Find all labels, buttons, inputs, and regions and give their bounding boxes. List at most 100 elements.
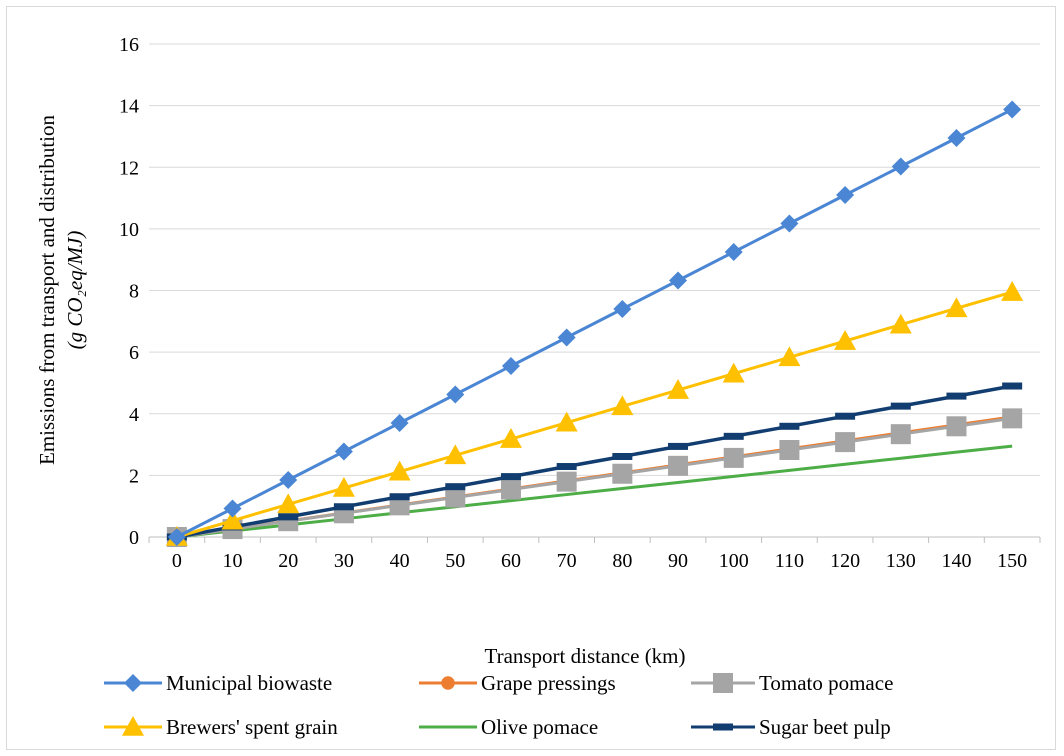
x-tick-labels: 0 10 20 30 40 50 60 70 80 90 100 110 120 130 140 150 [172,550,1027,572]
series-line [176,416,1013,539]
data-point [836,185,855,204]
y-tick-label: 4 [129,404,139,426]
data-point [444,444,467,465]
y-tick-label: 10 [119,219,139,241]
data-point [668,455,689,476]
y-tick-label: 0 [129,527,139,549]
chart-frame [6,6,1056,750]
data-point [1002,408,1023,429]
y-tick-labels: 0 2 4 6 8 10 12 14 16 [119,34,139,549]
x-tick-label: 80 [612,550,632,572]
data-point [445,487,466,508]
data-point [333,503,354,511]
legend: Municipal biowaste Grape pressings Tomato … [104,671,893,739]
data-point [780,214,799,233]
data-point [778,346,801,367]
x-tick-label: 20 [278,550,298,572]
x-tick-label: 150 [997,550,1027,572]
data-point [555,411,578,432]
data-point [446,385,465,404]
data-point [445,483,466,491]
series-line [176,384,1013,539]
data-point [278,513,299,521]
data-point [499,428,522,448]
data-point [667,379,690,399]
data-point [835,432,856,453]
data-point [389,495,410,516]
legend-label: Olive pomace [481,715,598,739]
series-municipal-biowaste [167,100,1022,546]
series-brewers-spent-grain [165,281,1024,546]
data-point [122,716,144,736]
series-olive-pomace [176,444,1013,539]
legend-entry: Sugar beet pulp [691,715,891,739]
data-point [167,528,186,546]
data-point [946,416,967,437]
y-tick-label: 8 [129,281,139,303]
x-tick-label: 100 [719,550,749,572]
data-point [334,442,353,461]
data-point [1002,382,1023,390]
data-point [945,297,968,318]
x-tick-label: 130 [886,550,916,572]
data-point [500,479,521,500]
legend-entry: Olive pomace [419,715,598,739]
y-tick-label: 12 [119,157,139,179]
data-point [612,452,633,460]
x-tick-label: 60 [501,550,521,572]
data-point [890,402,911,410]
data-point [713,723,733,731]
data-point [889,313,912,334]
series-line [176,444,1013,539]
data-point [834,330,857,350]
legend-entry: Tomato pomace [691,671,893,695]
data-point [669,271,688,290]
x-tick-label: 70 [557,550,577,572]
data-point [221,509,244,530]
data-point [723,432,744,440]
legend-entry: Municipal biowaste [104,671,332,695]
data-point [946,392,967,400]
series-line [176,290,1013,539]
legend-entry: Brewers' spent grain [104,715,338,739]
data-point [779,440,800,461]
legend-label: Grape pressings [481,671,616,695]
data-point [779,422,800,430]
data-point [389,493,410,501]
gridlines [149,43,1040,476]
y-tick-label: 6 [129,342,139,364]
data-point [388,460,411,481]
x-tick-label: 0 [172,550,182,572]
axes [148,536,1041,543]
x-tick-label: 120 [830,550,860,572]
y-tick-label: 14 [119,96,139,118]
data-point [557,328,576,347]
data-point [390,413,409,432]
x-tick-label: 40 [390,550,410,572]
legend-label: Brewers' spent grain [166,715,338,739]
series-line [176,108,1013,539]
data-point [1003,100,1022,119]
data-point [612,463,633,484]
data-point [1001,281,1024,301]
x-tick-label: 110 [775,550,804,572]
data-point [724,242,743,261]
data-point [223,499,242,518]
data-point [500,473,521,481]
x-axis-title: Transport distance (km) [484,644,685,668]
legend-label: Municipal biowaste [166,671,332,695]
x-tick-label: 10 [223,550,243,572]
data-point [668,442,689,450]
y-axis-title-line2: (g CO₂eq/MJ) [63,231,87,350]
legend-label: Tomato pomace [759,671,893,695]
data-point [556,463,577,471]
data-point [891,157,910,176]
data-point [835,412,856,420]
y-tick-label: 2 [129,465,139,487]
data-point [723,447,744,468]
series-layer [165,100,1024,547]
data-point [556,471,577,492]
x-tick-label: 140 [941,550,971,572]
data-point [890,424,911,445]
data-point [713,673,733,693]
